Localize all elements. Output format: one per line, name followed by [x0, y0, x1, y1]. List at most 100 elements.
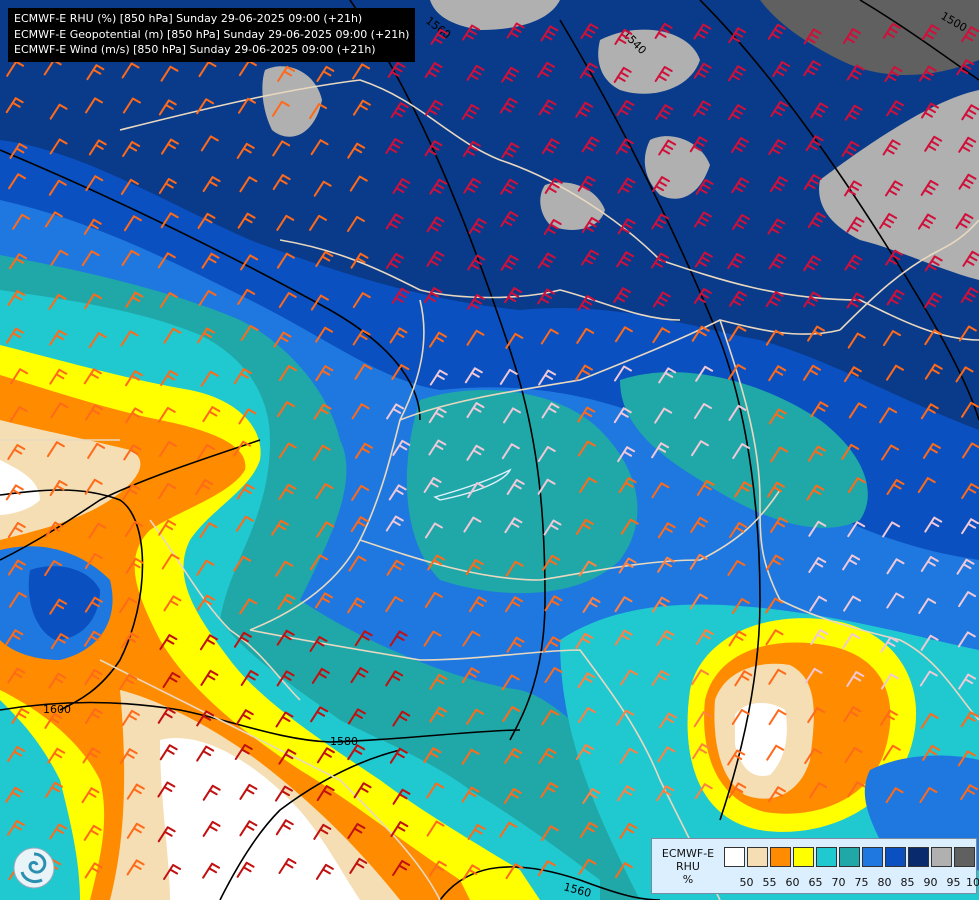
wind-barb	[88, 332, 107, 349]
legend-unit: %	[682, 873, 694, 886]
wind-barb	[618, 477, 637, 494]
wind-barb	[271, 100, 290, 117]
legend-swatch	[793, 847, 814, 867]
wind-barb	[239, 176, 258, 193]
wind-barb	[467, 254, 486, 271]
wind-barb	[84, 478, 103, 495]
wind-barb	[577, 406, 596, 423]
legend-title: ECMWF-E RHU %	[656, 847, 720, 886]
wind-barb	[196, 98, 215, 115]
wind-barb	[159, 634, 178, 651]
wind-barb	[50, 402, 69, 419]
wind-barb	[619, 822, 638, 839]
wind-barb	[126, 859, 145, 876]
wind-barb	[958, 325, 977, 342]
wind-barb	[196, 745, 215, 762]
wind-barb	[654, 66, 673, 82]
legend-swatch	[862, 847, 883, 867]
rhu-field-90-f	[430, 0, 560, 30]
wind-barb	[506, 636, 525, 653]
wind-barb	[428, 439, 447, 456]
wind-barb	[727, 749, 746, 766]
wind-barb	[309, 554, 328, 571]
legend-tick: 75	[854, 876, 869, 889]
wind-barb	[538, 747, 557, 764]
wind-barb	[616, 709, 635, 726]
wind-barb	[310, 294, 329, 311]
wind-barb	[196, 559, 215, 576]
rhu-field-90-a	[598, 29, 700, 94]
wind-barb	[575, 101, 594, 118]
wind-barb	[426, 820, 445, 837]
wind-barb	[315, 483, 334, 500]
geopotential-contour	[699, 0, 979, 421]
wind-barb	[202, 862, 221, 879]
wind-barb	[540, 782, 559, 798]
contour-label: 1600	[43, 703, 71, 716]
wind-barb	[731, 709, 750, 725]
wind-barb	[278, 858, 297, 874]
wind-barb	[120, 178, 139, 195]
wind-barb	[656, 785, 675, 802]
wind-barb	[125, 407, 144, 424]
wind-barb	[654, 407, 673, 424]
wind-barb	[767, 218, 786, 235]
wind-barb	[734, 481, 753, 498]
wind-barb	[424, 62, 443, 79]
wind-barb	[162, 672, 181, 688]
wind-barb	[768, 408, 787, 425]
wind-barb	[349, 175, 368, 192]
wind-barb	[579, 62, 598, 79]
wind-barb	[48, 672, 67, 689]
wind-barb	[351, 403, 370, 420]
wind-barb	[882, 22, 901, 39]
wind-barb	[386, 403, 405, 420]
legend-tick: 55	[762, 876, 777, 889]
wind-barb	[239, 783, 258, 800]
wind-barb	[693, 211, 712, 228]
wind-barb	[195, 479, 214, 496]
wind-barb	[120, 330, 139, 347]
wind-barb	[423, 477, 442, 493]
wind-barb	[961, 26, 979, 43]
wind-barb	[577, 175, 596, 192]
wind-barb	[354, 442, 373, 459]
wind-barb	[235, 709, 254, 726]
wind-barb	[309, 636, 328, 652]
wind-barb	[310, 706, 329, 723]
wind-barb	[541, 402, 560, 419]
wind-barb	[657, 522, 676, 539]
wind-barb	[315, 592, 333, 609]
legend-tick: 100	[966, 876, 979, 889]
wind-barb	[542, 554, 561, 571]
wind-barb	[9, 406, 28, 423]
wind-barb	[691, 325, 710, 342]
wind-barb	[544, 595, 563, 612]
wind-barb	[198, 290, 217, 306]
wind-barb	[614, 629, 633, 646]
wind-barb	[236, 861, 255, 878]
wind-barb	[500, 254, 519, 271]
wind-barb	[879, 407, 898, 424]
wind-barb	[538, 99, 557, 116]
wind-barb	[239, 820, 258, 837]
wind-barb	[808, 520, 827, 537]
wind-barb	[924, 292, 943, 309]
wind-barb	[278, 442, 297, 459]
wind-barb	[386, 559, 405, 576]
wind-barb	[613, 287, 632, 304]
wind-barb	[885, 180, 903, 197]
wind-barb	[768, 365, 787, 382]
wind-barb	[503, 788, 522, 804]
wind-barb	[426, 216, 445, 233]
wind-barb	[540, 328, 559, 345]
wind-barb	[768, 709, 787, 726]
wind-barb	[886, 592, 905, 609]
wind-barb	[616, 251, 635, 268]
wind-barb	[846, 292, 865, 309]
wind-barb	[729, 522, 748, 538]
wind-barb	[8, 591, 27, 608]
wind-barb	[920, 556, 939, 572]
wind-barb	[841, 140, 860, 157]
wind-barb	[429, 331, 447, 348]
